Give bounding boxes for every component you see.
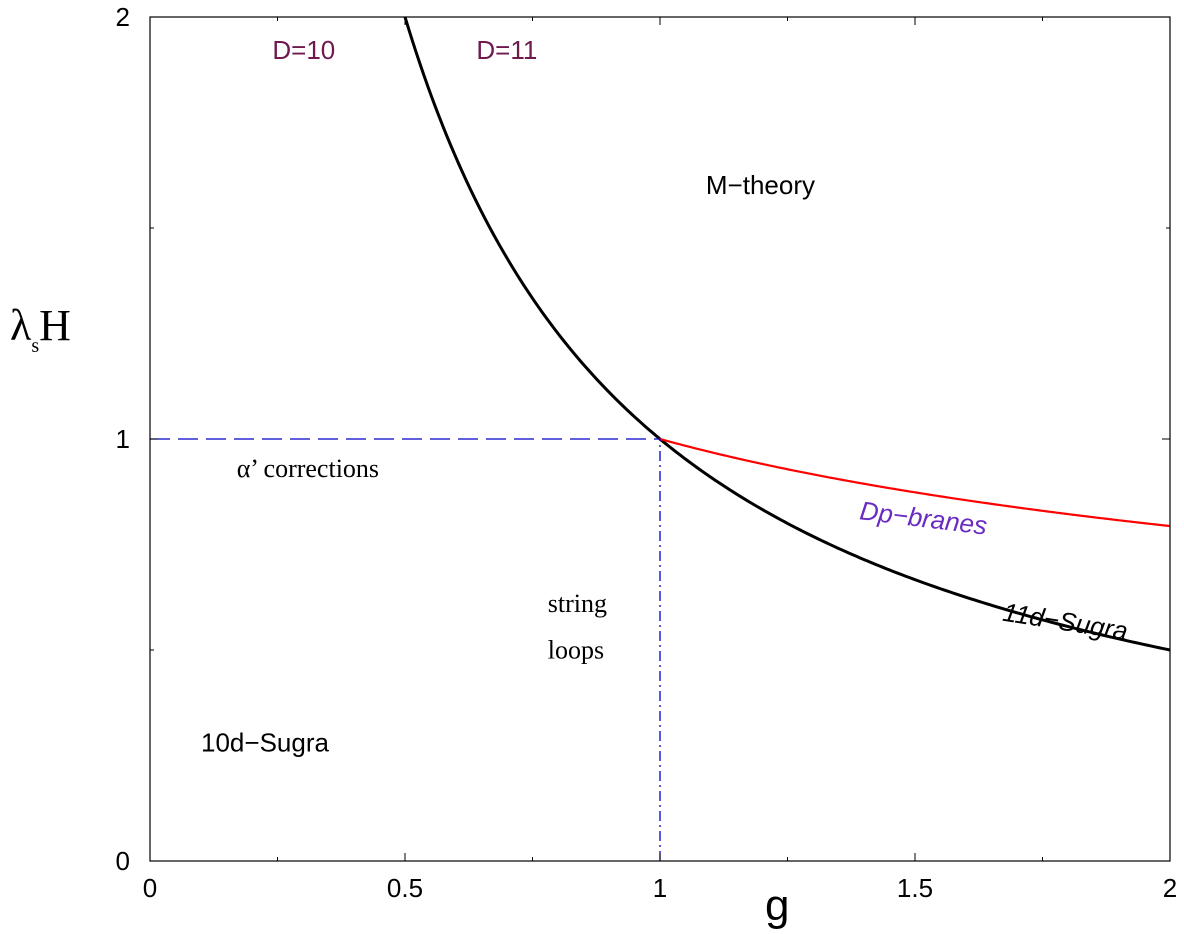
x-tick-label: 0 [143,873,157,903]
y-tick-label: 1 [116,424,130,454]
region-label: 11d−Sugra [1001,597,1130,646]
annotations-layer: D=10 D=11 M−theory α’ corrections Dp−branes s… [201,35,1130,757]
x-tick-label: 0.5 [387,873,423,903]
x-tick-label: 1.5 [897,873,933,903]
tick-labels-layer: 0 0.5 1 1.5 2 0 1 2 [116,2,1178,903]
dp-branes-curve [659,437,1171,528]
region-label: α’ corrections [237,454,379,483]
region-label: M−theory [706,170,815,200]
region-label: D=11 [476,35,537,65]
series-layer [150,16,1171,861]
y-tick-label: 0 [116,846,130,876]
region-label: loops [548,635,604,664]
x-tick-label: 2 [1163,873,1177,903]
region-label: D=10 [272,35,335,65]
sugra-11d-curve [403,16,1171,652]
y-axis-label: λsH [10,301,71,357]
region-label: 10d−Sugra [201,727,329,757]
y-axis-label-h: H [39,301,71,350]
y-axis-label-lambda: λ [10,301,32,350]
ticks-layer [149,16,1171,862]
x-axis-label: g [765,881,789,930]
region-label: string [548,589,607,618]
region-label: Dp−branes [858,495,989,540]
x-tick-label: 1 [653,873,667,903]
y-tick-label: 2 [116,2,130,32]
y-axis-label-subscript: s [31,335,39,357]
